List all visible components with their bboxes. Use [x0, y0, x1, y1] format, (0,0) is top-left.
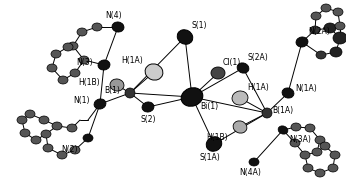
Ellipse shape — [47, 64, 57, 72]
Ellipse shape — [145, 64, 163, 80]
Ellipse shape — [52, 122, 62, 130]
Ellipse shape — [333, 32, 346, 44]
Ellipse shape — [94, 99, 106, 109]
Ellipse shape — [232, 91, 248, 105]
Ellipse shape — [315, 169, 325, 177]
Ellipse shape — [51, 50, 61, 58]
Text: N(1A): N(1A) — [295, 84, 317, 94]
Ellipse shape — [316, 51, 326, 59]
Ellipse shape — [262, 108, 272, 118]
Ellipse shape — [303, 164, 313, 172]
Ellipse shape — [296, 37, 308, 47]
Ellipse shape — [300, 151, 310, 159]
Ellipse shape — [70, 69, 80, 77]
Ellipse shape — [125, 88, 135, 98]
Ellipse shape — [311, 12, 321, 20]
Ellipse shape — [41, 130, 51, 138]
Ellipse shape — [17, 116, 27, 124]
Ellipse shape — [110, 79, 124, 91]
Text: H(1A): H(1A) — [121, 56, 143, 65]
Ellipse shape — [290, 139, 300, 147]
Ellipse shape — [211, 67, 225, 79]
Ellipse shape — [181, 88, 203, 106]
Ellipse shape — [291, 123, 301, 131]
Ellipse shape — [112, 22, 124, 32]
Ellipse shape — [310, 26, 320, 34]
Ellipse shape — [77, 28, 87, 36]
Text: S(2): S(2) — [140, 115, 156, 124]
Ellipse shape — [177, 30, 193, 44]
Ellipse shape — [43, 144, 53, 152]
Ellipse shape — [278, 126, 288, 134]
Text: N(2A): N(2A) — [308, 27, 330, 36]
Ellipse shape — [328, 164, 338, 172]
Ellipse shape — [70, 146, 80, 154]
Ellipse shape — [20, 129, 30, 137]
Ellipse shape — [92, 23, 102, 31]
Ellipse shape — [321, 4, 331, 12]
Text: N(4): N(4) — [106, 11, 122, 20]
Text: N(2): N(2) — [62, 145, 78, 154]
Ellipse shape — [57, 151, 67, 159]
Ellipse shape — [335, 22, 345, 30]
Ellipse shape — [31, 136, 41, 144]
Text: S(2A): S(2A) — [248, 53, 269, 62]
Ellipse shape — [237, 63, 249, 73]
Ellipse shape — [249, 158, 259, 166]
Ellipse shape — [83, 134, 93, 142]
Ellipse shape — [330, 151, 340, 159]
Ellipse shape — [206, 137, 222, 151]
Text: N(3A): N(3A) — [289, 135, 311, 144]
Ellipse shape — [98, 60, 110, 70]
Ellipse shape — [315, 136, 325, 144]
Text: Cl(1): Cl(1) — [223, 58, 241, 67]
Ellipse shape — [305, 124, 315, 132]
Text: B(1): B(1) — [104, 85, 120, 94]
Text: H(1B): H(1B) — [79, 77, 100, 87]
Ellipse shape — [68, 42, 78, 50]
Text: N(1): N(1) — [73, 95, 90, 105]
Ellipse shape — [324, 23, 336, 33]
Ellipse shape — [67, 124, 77, 132]
Ellipse shape — [113, 23, 123, 31]
Ellipse shape — [330, 47, 342, 57]
Text: S(1): S(1) — [191, 21, 207, 30]
Ellipse shape — [25, 110, 35, 118]
Ellipse shape — [39, 116, 49, 124]
Text: H(1A): H(1A) — [247, 83, 269, 92]
Text: S(1A): S(1A) — [200, 153, 220, 162]
Ellipse shape — [233, 121, 247, 133]
Ellipse shape — [79, 56, 89, 64]
Text: N(3): N(3) — [76, 57, 93, 67]
Ellipse shape — [333, 8, 343, 16]
Ellipse shape — [282, 88, 294, 98]
Ellipse shape — [58, 76, 68, 84]
Text: Bi(1): Bi(1) — [200, 102, 218, 111]
Text: N(4A): N(4A) — [239, 168, 261, 177]
Text: H(1B): H(1B) — [206, 133, 228, 142]
Ellipse shape — [63, 43, 73, 51]
Ellipse shape — [320, 142, 330, 150]
Ellipse shape — [312, 148, 322, 156]
Ellipse shape — [142, 102, 154, 112]
Text: B(1A): B(1A) — [272, 105, 293, 115]
